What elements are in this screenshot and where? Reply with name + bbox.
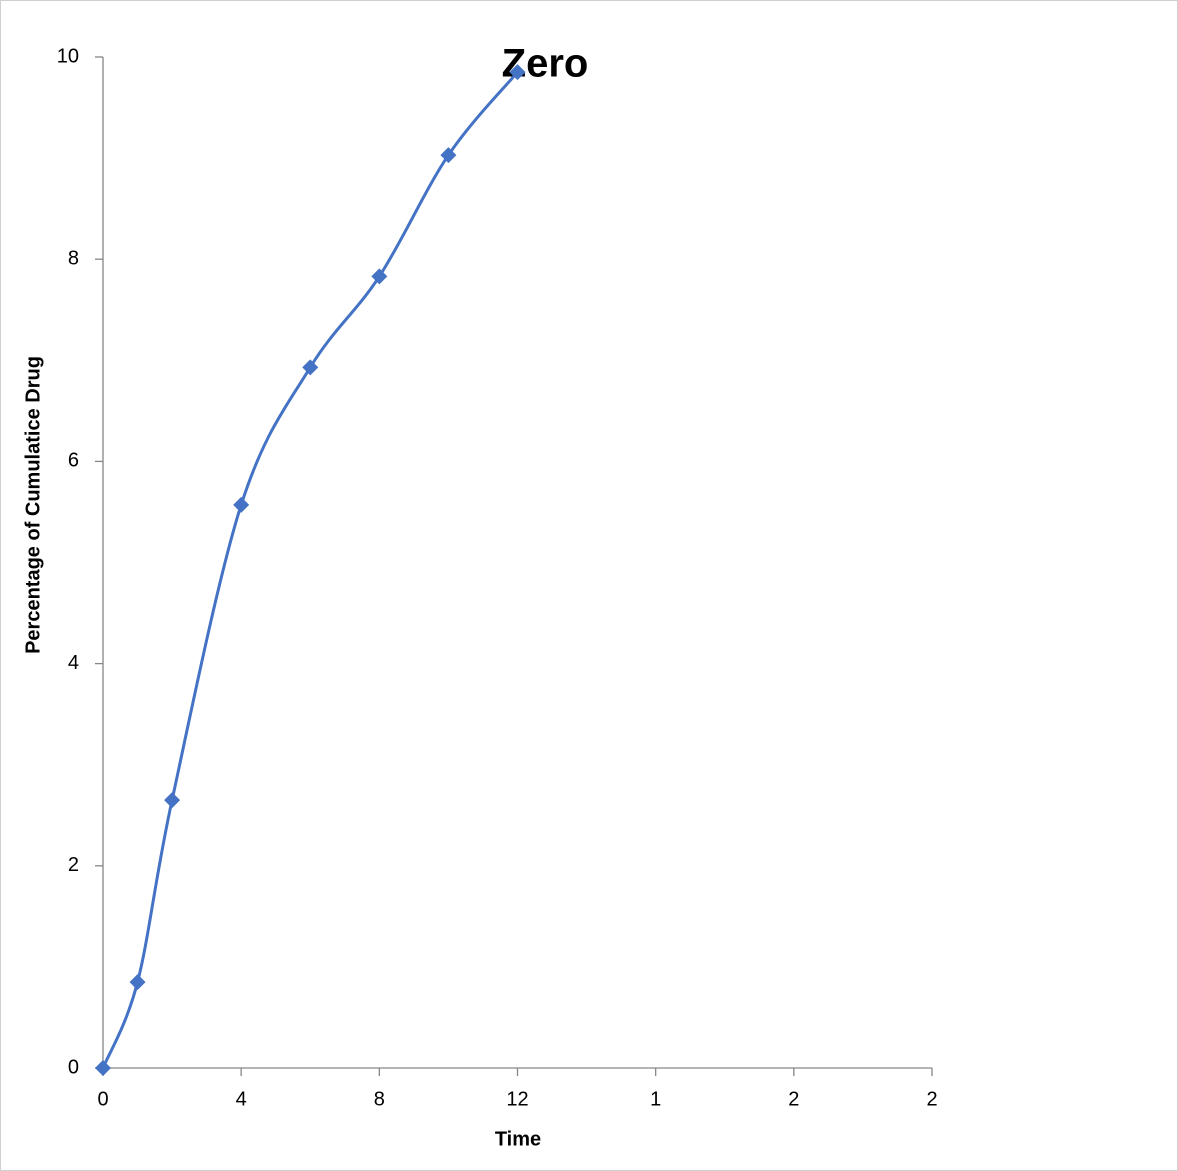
y-tick-label: 6 — [68, 450, 79, 472]
data-point — [95, 1060, 111, 1076]
x-tick-label: 8 — [374, 1088, 385, 1110]
x-tick-label: 2 — [788, 1088, 799, 1110]
data-point — [440, 147, 457, 164]
data-line — [101, 71, 519, 1069]
y-tick-label: 4 — [68, 652, 79, 674]
x-tick-label: 2 — [926, 1088, 937, 1110]
data-point — [371, 268, 388, 285]
data-point — [164, 792, 181, 809]
data-point — [129, 974, 146, 991]
y-tick-label: 8 — [68, 247, 79, 269]
y-tick-label: 10 — [57, 45, 79, 67]
y-tick-label: 2 — [68, 854, 79, 876]
x-tick-label: 1 — [650, 1088, 661, 1110]
y-axis-label: Percentage of Cumulatice Drug — [22, 356, 44, 654]
data-point — [302, 359, 319, 376]
x-tick-label: 12 — [506, 1088, 528, 1110]
data-point — [509, 64, 526, 81]
x-tick-label: 4 — [236, 1088, 247, 1110]
x-tick-label: 0 — [97, 1088, 108, 1110]
x-axis-label: Time — [495, 1128, 541, 1150]
y-tick-label: 0 — [68, 1056, 79, 1078]
chart-title: Zero — [502, 42, 589, 86]
data-point — [233, 496, 250, 513]
